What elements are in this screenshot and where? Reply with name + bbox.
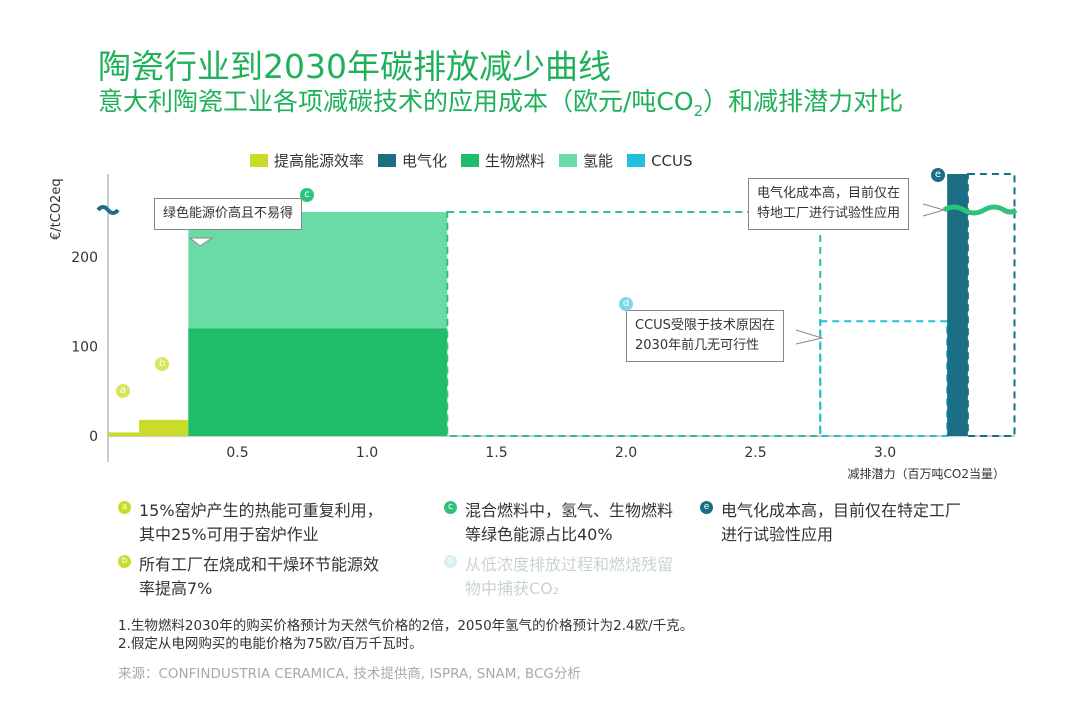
bar-c-3 xyxy=(188,212,448,329)
note-c: c 混合燃料中，氢气、生物燃料 等绿色能源占比40% xyxy=(444,497,673,545)
y-tick-label: 200 xyxy=(71,250,98,266)
note-e-line2: 进行试验性应用 xyxy=(721,525,834,544)
note-b: b 所有工厂在烧成和干燥环节能源效 率提高7% xyxy=(118,551,379,599)
y-axis-label: €/tCO2eq xyxy=(49,178,64,240)
legend-item: CCUS xyxy=(627,150,693,171)
legend-label: 氢能 xyxy=(583,152,614,170)
y-tick-label: 100 xyxy=(71,339,98,355)
note-badge-d: d xyxy=(444,555,457,568)
chart-legend: 提高能源效率 电气化 生物燃料 氢能 CCUS xyxy=(250,150,693,171)
subtitle-subscript: 2 xyxy=(693,102,704,120)
footnote-1: 1.生物燃料2030年的购买价格预计为天然气价格的2倍，2050年氢气的价格预计… xyxy=(118,618,694,634)
x-axis-label: 减排潜力（百万吨CO2当量） xyxy=(848,467,1005,481)
bar-e-7 xyxy=(966,173,1016,437)
badge-e-chart: e xyxy=(931,168,945,182)
bar-b-1 xyxy=(139,419,189,436)
badge-c-chart: c xyxy=(300,188,314,202)
note-d: d 从低浓度排放过程和燃烧残留 物中捕获CO₂ xyxy=(444,551,673,599)
footnote-2: 2.假定从电网购买的电能价格为75欧/百万千瓦时。 xyxy=(118,636,423,652)
y-axis-break-mark xyxy=(96,205,120,215)
callout-e-line1: 电气化成本高，目前仅在 xyxy=(757,186,901,201)
legend-label: 生物燃料 xyxy=(485,152,546,170)
legend-swatch-efficiency xyxy=(250,154,268,167)
x-tick-label: 2.5 xyxy=(744,445,766,461)
bar-e-6 xyxy=(947,174,968,436)
note-c-line2: 等绿色能源占比40% xyxy=(465,525,613,544)
subtitle-main: 意大利陶瓷工业各项减碳技术的应用成本（欧元/吨CO xyxy=(98,87,694,116)
x-tick-label: 2.0 xyxy=(615,445,637,461)
page-title: 陶瓷行业到2030年碳排放减少曲线 xyxy=(98,47,611,86)
legend-item: 生物燃料 xyxy=(461,150,545,171)
bar-d-5 xyxy=(819,320,949,438)
callout-d: CCUS受限于技术原因在 2030年前几无可行性 xyxy=(626,310,784,362)
bar-a-0 xyxy=(108,432,140,436)
callout-d-pointer xyxy=(795,329,824,345)
legend-swatch-electrification xyxy=(378,154,397,167)
legend-item: 提高能源效率 xyxy=(250,150,364,171)
note-e-line1: 电气化成本高，目前仅在特定工厂 xyxy=(721,501,962,520)
x-tick-label: 1.0 xyxy=(356,445,378,461)
subtitle-end: ）和减排潜力对比 xyxy=(703,87,904,116)
callout-c-pointer xyxy=(188,237,214,247)
legend-swatch-ccus xyxy=(627,154,646,167)
x-tick-label: 1.5 xyxy=(485,445,507,461)
note-a: a 15%窑炉产生的热能可重复利用， 其中25%可用于窑炉作业 xyxy=(118,497,383,545)
note-badge-c: c xyxy=(444,501,457,514)
bar-e-break-mark xyxy=(942,204,1018,216)
bar-c-2 xyxy=(188,328,448,436)
legend-item: 电气化 xyxy=(378,150,447,171)
note-a-line2: 其中25%可用于窑炉作业 xyxy=(139,525,319,544)
note-b-line1: 所有工厂在烧成和干燥环节能源效 xyxy=(139,555,380,574)
callout-c-text: 绿色能源价高且不易得 xyxy=(163,206,294,221)
callout-e-pointer xyxy=(922,203,946,217)
legend-swatch-hydrogen xyxy=(559,154,578,167)
note-badge-b: b xyxy=(118,555,131,568)
note-a-line1: 15%窑炉产生的热能可重复利用， xyxy=(139,501,383,520)
note-badge-e: e xyxy=(700,501,713,514)
note-d-line1: 从低浓度排放过程和燃烧残留 xyxy=(465,555,674,574)
page-subtitle: 意大利陶瓷工业各项减碳技术的应用成本（欧元/吨CO2）和减排潜力对比 xyxy=(98,82,903,120)
source-text: 来源：CONFINDUSTRIA CERAMICA, 技术提供商, ISPRA,… xyxy=(118,666,581,682)
note-d-line2: 物中捕获CO₂ xyxy=(465,579,560,598)
callout-d-line1: CCUS受限于技术原因在 xyxy=(635,318,775,333)
x-tick-label: 3.0 xyxy=(874,445,896,461)
note-b-line2: 率提高7% xyxy=(139,579,213,598)
callout-d-line2: 2030年前几无可行性 xyxy=(635,338,760,353)
legend-item: 氢能 xyxy=(559,150,613,171)
callout-c: 绿色能源价高且不易得 xyxy=(154,198,303,230)
x-tick-label: 0.5 xyxy=(226,445,248,461)
legend-swatch-biofuel xyxy=(461,154,480,167)
badge-b-chart: b xyxy=(155,357,169,371)
note-badge-a: a xyxy=(118,501,131,514)
badge-a-chart: a xyxy=(116,384,130,398)
y-tick-label: 0 xyxy=(89,429,98,445)
legend-label: CCUS xyxy=(651,151,693,170)
legend-label: 提高能源效率 xyxy=(274,152,365,170)
callout-e-line2: 特地工厂进行试验性应用 xyxy=(757,206,901,221)
badge-d-chart: d xyxy=(619,297,633,311)
footnotes: 1.生物燃料2030年的购买价格预计为天然气价格的2倍，2050年氢气的价格预计… xyxy=(118,617,693,653)
note-c-line1: 混合燃料中，氢气、生物燃料 xyxy=(465,501,674,520)
callout-e: 电气化成本高，目前仅在 特地工厂进行试验性应用 xyxy=(748,178,910,230)
legend-label: 电气化 xyxy=(402,152,448,170)
note-e: e 电气化成本高，目前仅在特定工厂 进行试验性应用 xyxy=(700,497,961,545)
